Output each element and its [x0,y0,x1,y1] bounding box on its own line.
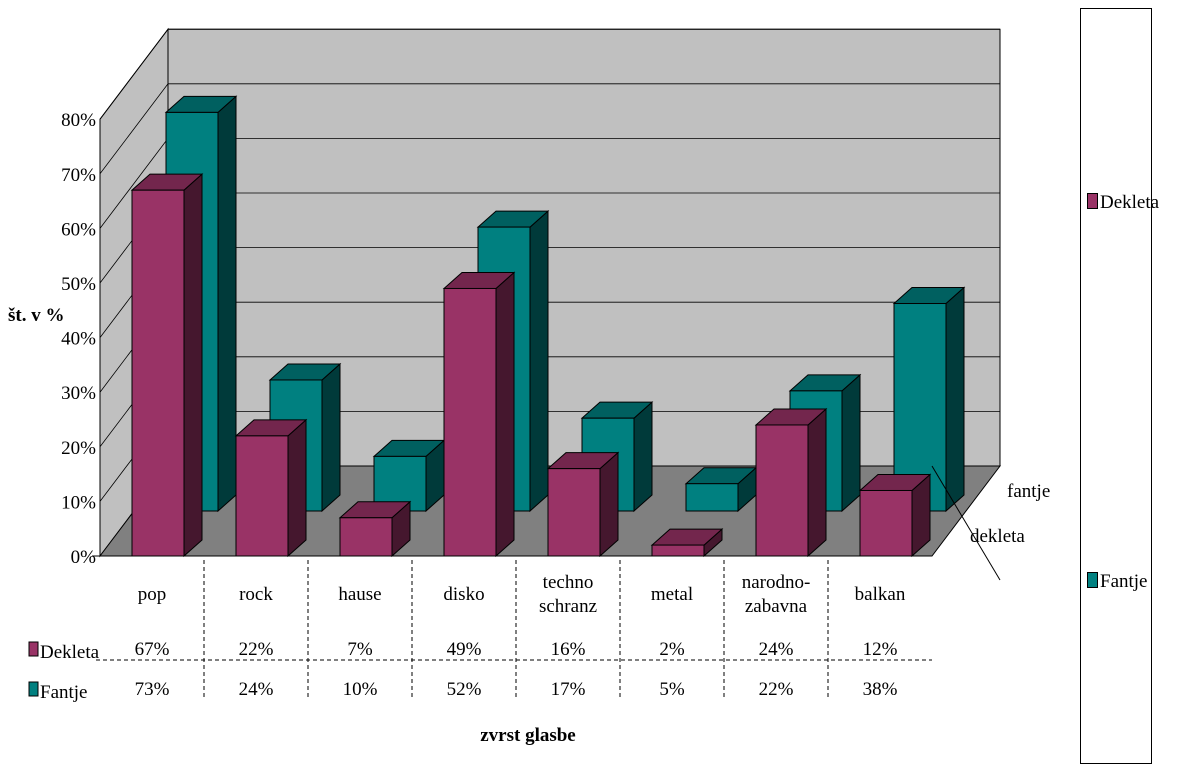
bar-dekleta-side [287,418,307,558]
data-label-fantje: 52% [447,679,482,700]
data-table: pop 67% 73% rock 22% 24% hause 7% 10% disko 49% 52%… [28,560,932,703]
y-tick-label: 30% [61,383,96,404]
data-label-dekleta: 12% [863,639,898,660]
bar-dekleta-front [339,517,393,557]
data-label-dekleta: 7% [347,639,373,660]
bar-fantje-side [529,209,549,513]
data-label-fantje: 73% [135,679,170,700]
y-tick-label: 10% [61,492,96,513]
y-tick-label: 80% [61,110,96,131]
gridline [99,28,1000,120]
table-swatch-fantje [28,681,39,697]
bar-dekleta-front [651,544,705,557]
x-axis-label: zvrst glasbe [480,725,576,746]
y-tick-labels: 0% 10% 20% 30% 40% 50% 60% 70% 80% [61,110,96,568]
bar-dekleta-front [859,489,913,557]
bar-dekleta [754,407,828,558]
category-label: disko [443,584,484,605]
data-label-fantje: 38% [863,679,898,700]
data-label-dekleta: 49% [447,639,482,660]
data-label-dekleta: 67% [135,639,170,660]
y-tick-label: 40% [61,329,96,350]
y-tick-label: 60% [61,219,96,240]
table-swatch-dekleta [28,641,39,657]
bar-dekleta [858,473,932,558]
legend-label-fantje: Fantje [1100,571,1148,592]
legend-swatch-dekleta [1087,193,1098,209]
y-tick-label: 50% [61,274,96,295]
bar-fantje-side [945,286,965,513]
data-label-dekleta: 16% [551,639,586,660]
bar-fantje-side [321,362,341,513]
bar-dekleta-front [547,468,601,557]
depth-axis [931,465,1001,581]
bar-dekleta-front [131,189,185,557]
y-tick-label: 70% [61,165,96,186]
bar-fantje-side [217,95,237,513]
data-label-fantje: 22% [759,679,794,700]
bar-dekleta [442,271,516,558]
category-label: schranz [539,596,597,617]
legend-swatch-fantje [1087,572,1098,588]
table-row-label-dekleta: Dekleta [40,642,100,663]
depth-label-dekleta: dekleta [970,526,1025,547]
category-label: pop [138,584,167,605]
depth-label-fantje: fantje [1007,481,1050,502]
bar-dekleta-front [235,435,289,557]
table-row-label-fantje: Fantje [40,682,88,703]
bar-dekleta-front [755,424,809,557]
y-tick-label: 0% [71,547,97,568]
legend-label-dekleta: Dekleta [1100,192,1160,213]
data-label-fantje: 5% [659,679,685,700]
bar-dekleta-side [495,271,515,558]
gridline [99,83,1000,175]
category-label: balkan [855,584,906,605]
data-label-fantje: 10% [343,679,378,700]
y-axis-label: št. v % [8,305,64,326]
category-label: techno [543,572,594,593]
bar-fantje [372,439,446,513]
bar-fantje-side [841,373,861,513]
category-label: zabavna [745,596,808,617]
y-tick-label: 20% [61,438,96,459]
data-label-dekleta: 2% [659,639,685,660]
data-label-dekleta: 24% [759,639,794,660]
category-label: hause [338,584,381,605]
legend: Dekleta Fantje [1080,8,1159,764]
bar-fantje [684,466,758,513]
legend-item-fantje: Fantje [1087,571,1148,593]
bar-dekleta [338,500,412,558]
category-label: metal [651,584,693,605]
bar-dekleta-side [599,451,619,558]
category-label: rock [239,584,273,605]
bar-dekleta-side [807,407,827,558]
bar-dekleta [130,173,204,558]
axes [92,465,1001,581]
legend-item-dekleta: Dekleta [1087,192,1159,214]
bar-dekleta [650,527,724,558]
bar-dekleta-front [443,287,497,557]
category-label: narodno- [742,572,811,593]
bar-dekleta-side [183,173,203,558]
bars-dekleta [130,173,932,558]
data-label-fantje: 17% [551,679,586,700]
data-label-dekleta: 22% [239,639,274,660]
bar-dekleta [546,451,620,558]
data-label-fantje: 24% [239,679,274,700]
bar-dekleta [234,418,308,558]
bar-fantje-side [633,401,653,513]
bar-fantje-front [685,483,739,512]
